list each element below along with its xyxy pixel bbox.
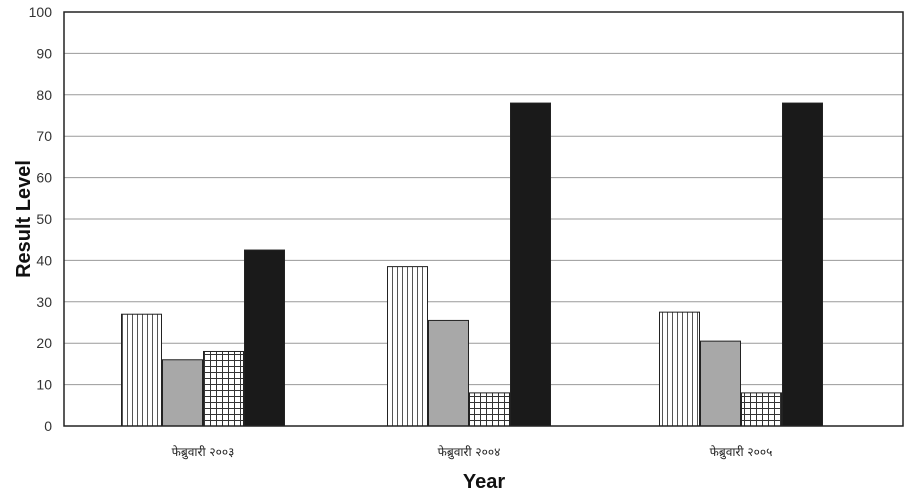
bar [741, 392, 782, 427]
bar [428, 319, 469, 427]
gridlines [64, 52, 903, 386]
y-axis-title: Result Level [13, 160, 35, 278]
y-tick-label: 30 [36, 294, 52, 310]
y-tick-labels: 0 10 20 30 40 50 60 70 80 90 100 [29, 4, 53, 434]
bar [510, 102, 551, 427]
x-axis-title: Year [463, 471, 505, 493]
y-tick-label: 10 [36, 377, 52, 393]
bar [203, 350, 244, 427]
bars [121, 102, 823, 427]
x-tick-labels: फेब्रुवारी २००३ फेब्रुवारी २००४ फेब्रुवारी… [172, 445, 773, 460]
y-tick-label: 100 [29, 4, 53, 20]
y-tick-label: 90 [36, 45, 52, 61]
bar [700, 340, 741, 427]
y-tick-label: 20 [36, 335, 52, 351]
bar [659, 311, 700, 427]
bar [782, 102, 823, 427]
bar [121, 313, 162, 427]
x-tick-label: फेब्रुवारी २००४ [438, 445, 501, 460]
y-tick-label: 60 [36, 170, 52, 186]
x-tick-label: फेब्रुवारी २००५ [710, 445, 773, 460]
bar [162, 359, 203, 427]
bar [469, 392, 510, 427]
bar [387, 266, 428, 427]
y-tick-label: 40 [36, 252, 52, 268]
y-tick-label: 80 [36, 87, 52, 103]
bar [244, 249, 285, 427]
y-tick-label: 70 [36, 128, 52, 144]
x-tick-label: फेब्रुवारी २००३ [172, 445, 235, 460]
y-tick-label: 50 [36, 211, 52, 227]
plot-frame [63, 11, 904, 427]
y-tick-label: 0 [44, 418, 52, 434]
